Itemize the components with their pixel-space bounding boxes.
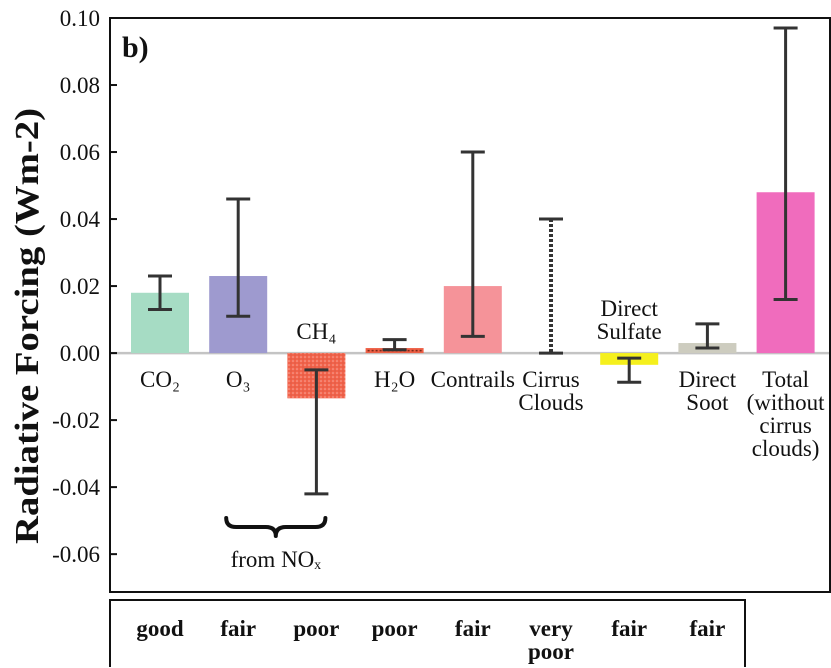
category-label-line: Direct bbox=[600, 296, 658, 321]
brace-label: from NOₓ bbox=[231, 547, 322, 572]
category-label-ch4: CH₄ bbox=[296, 319, 336, 344]
y-tick-label: 0.08 bbox=[60, 73, 100, 98]
y-tick-label: 0.10 bbox=[60, 6, 100, 31]
y-axis-label: Radiative Forcing (Wm-2) bbox=[9, 108, 46, 544]
category-label-h2o: H₂O bbox=[374, 367, 415, 392]
confidence-cell: good bbox=[136, 616, 184, 641]
category-label-line: O₃ bbox=[226, 367, 251, 392]
category-label-line: Total bbox=[762, 367, 809, 392]
y-tick-label: 0.04 bbox=[60, 207, 101, 232]
y-tick-label: 0.02 bbox=[60, 274, 100, 299]
error-bar-o3 bbox=[226, 197, 251, 318]
category-label-line: CH₄ bbox=[296, 319, 336, 344]
confidence-rating-text: poor bbox=[372, 616, 418, 641]
error-bar-total-without-cirrus-clouds bbox=[773, 26, 798, 301]
y-tick-label: -0.06 bbox=[52, 542, 100, 567]
error-bar-ch4 bbox=[304, 368, 329, 496]
category-label-line: Cirrus bbox=[522, 367, 580, 392]
error-bar-direct-soot bbox=[695, 322, 720, 350]
error-bar-cirrus-clouds bbox=[539, 217, 563, 355]
confidence-rating-text: fair bbox=[690, 616, 726, 641]
y-tick-label: 0.06 bbox=[60, 140, 100, 165]
category-label-line: (without bbox=[747, 390, 826, 415]
category-label-contrails: Contrails bbox=[431, 367, 515, 392]
category-label-line: Sulfate bbox=[597, 319, 662, 344]
y-tick-label: -0.02 bbox=[52, 408, 100, 433]
category-label-o3: O₃ bbox=[226, 367, 251, 392]
confidence-rating-text: poor bbox=[293, 616, 339, 641]
error-bars bbox=[148, 26, 798, 496]
error-bar-contrails bbox=[460, 150, 485, 338]
y-tick-label: 0.00 bbox=[60, 341, 100, 366]
confidence-rating-text: fair bbox=[455, 616, 491, 641]
confidence-rating-text: good bbox=[136, 616, 184, 641]
confidence-rating-text: fair bbox=[220, 616, 256, 641]
category-label-line: cirrus bbox=[759, 413, 811, 438]
category-label-line: Soot bbox=[686, 390, 729, 415]
confidence-table-frame bbox=[109, 599, 746, 667]
y-axis-ticks: 0.10 0.08 0.06 0.04 0.02 0.00 -0.02 -0.04 -0.06 bbox=[52, 6, 117, 567]
category-label-line: H₂O bbox=[374, 367, 415, 392]
confidence-rating-text: fair bbox=[611, 616, 647, 641]
nox-brace bbox=[224, 516, 328, 538]
confidence-rating-text: poor bbox=[528, 639, 574, 664]
category-label-line: CO₂ bbox=[140, 367, 180, 392]
error-bar-h2o bbox=[382, 338, 407, 352]
category-label-line: clouds) bbox=[752, 436, 820, 461]
category-label-line: Contrails bbox=[431, 367, 515, 392]
confidence-cell: fair bbox=[455, 616, 491, 641]
category-label-line: Direct bbox=[679, 367, 737, 392]
y-tick-label: -0.04 bbox=[52, 475, 100, 500]
plot-frame bbox=[109, 17, 831, 593]
panel-label: b) bbox=[122, 31, 149, 64]
confidence-cell: fair bbox=[220, 616, 256, 641]
error-bar-direct-sulfate bbox=[617, 356, 642, 384]
confidence-cell: fair bbox=[690, 616, 726, 641]
error-bar-co2 bbox=[148, 274, 172, 312]
confidence-rating-text: very bbox=[529, 616, 573, 641]
confidence-cell: fair bbox=[611, 616, 647, 641]
category-label-co2: CO₂ bbox=[140, 367, 180, 392]
category-label-line: Clouds bbox=[518, 390, 583, 415]
confidence-cell: poor bbox=[372, 616, 418, 641]
confidence-cell: poor bbox=[293, 616, 339, 641]
